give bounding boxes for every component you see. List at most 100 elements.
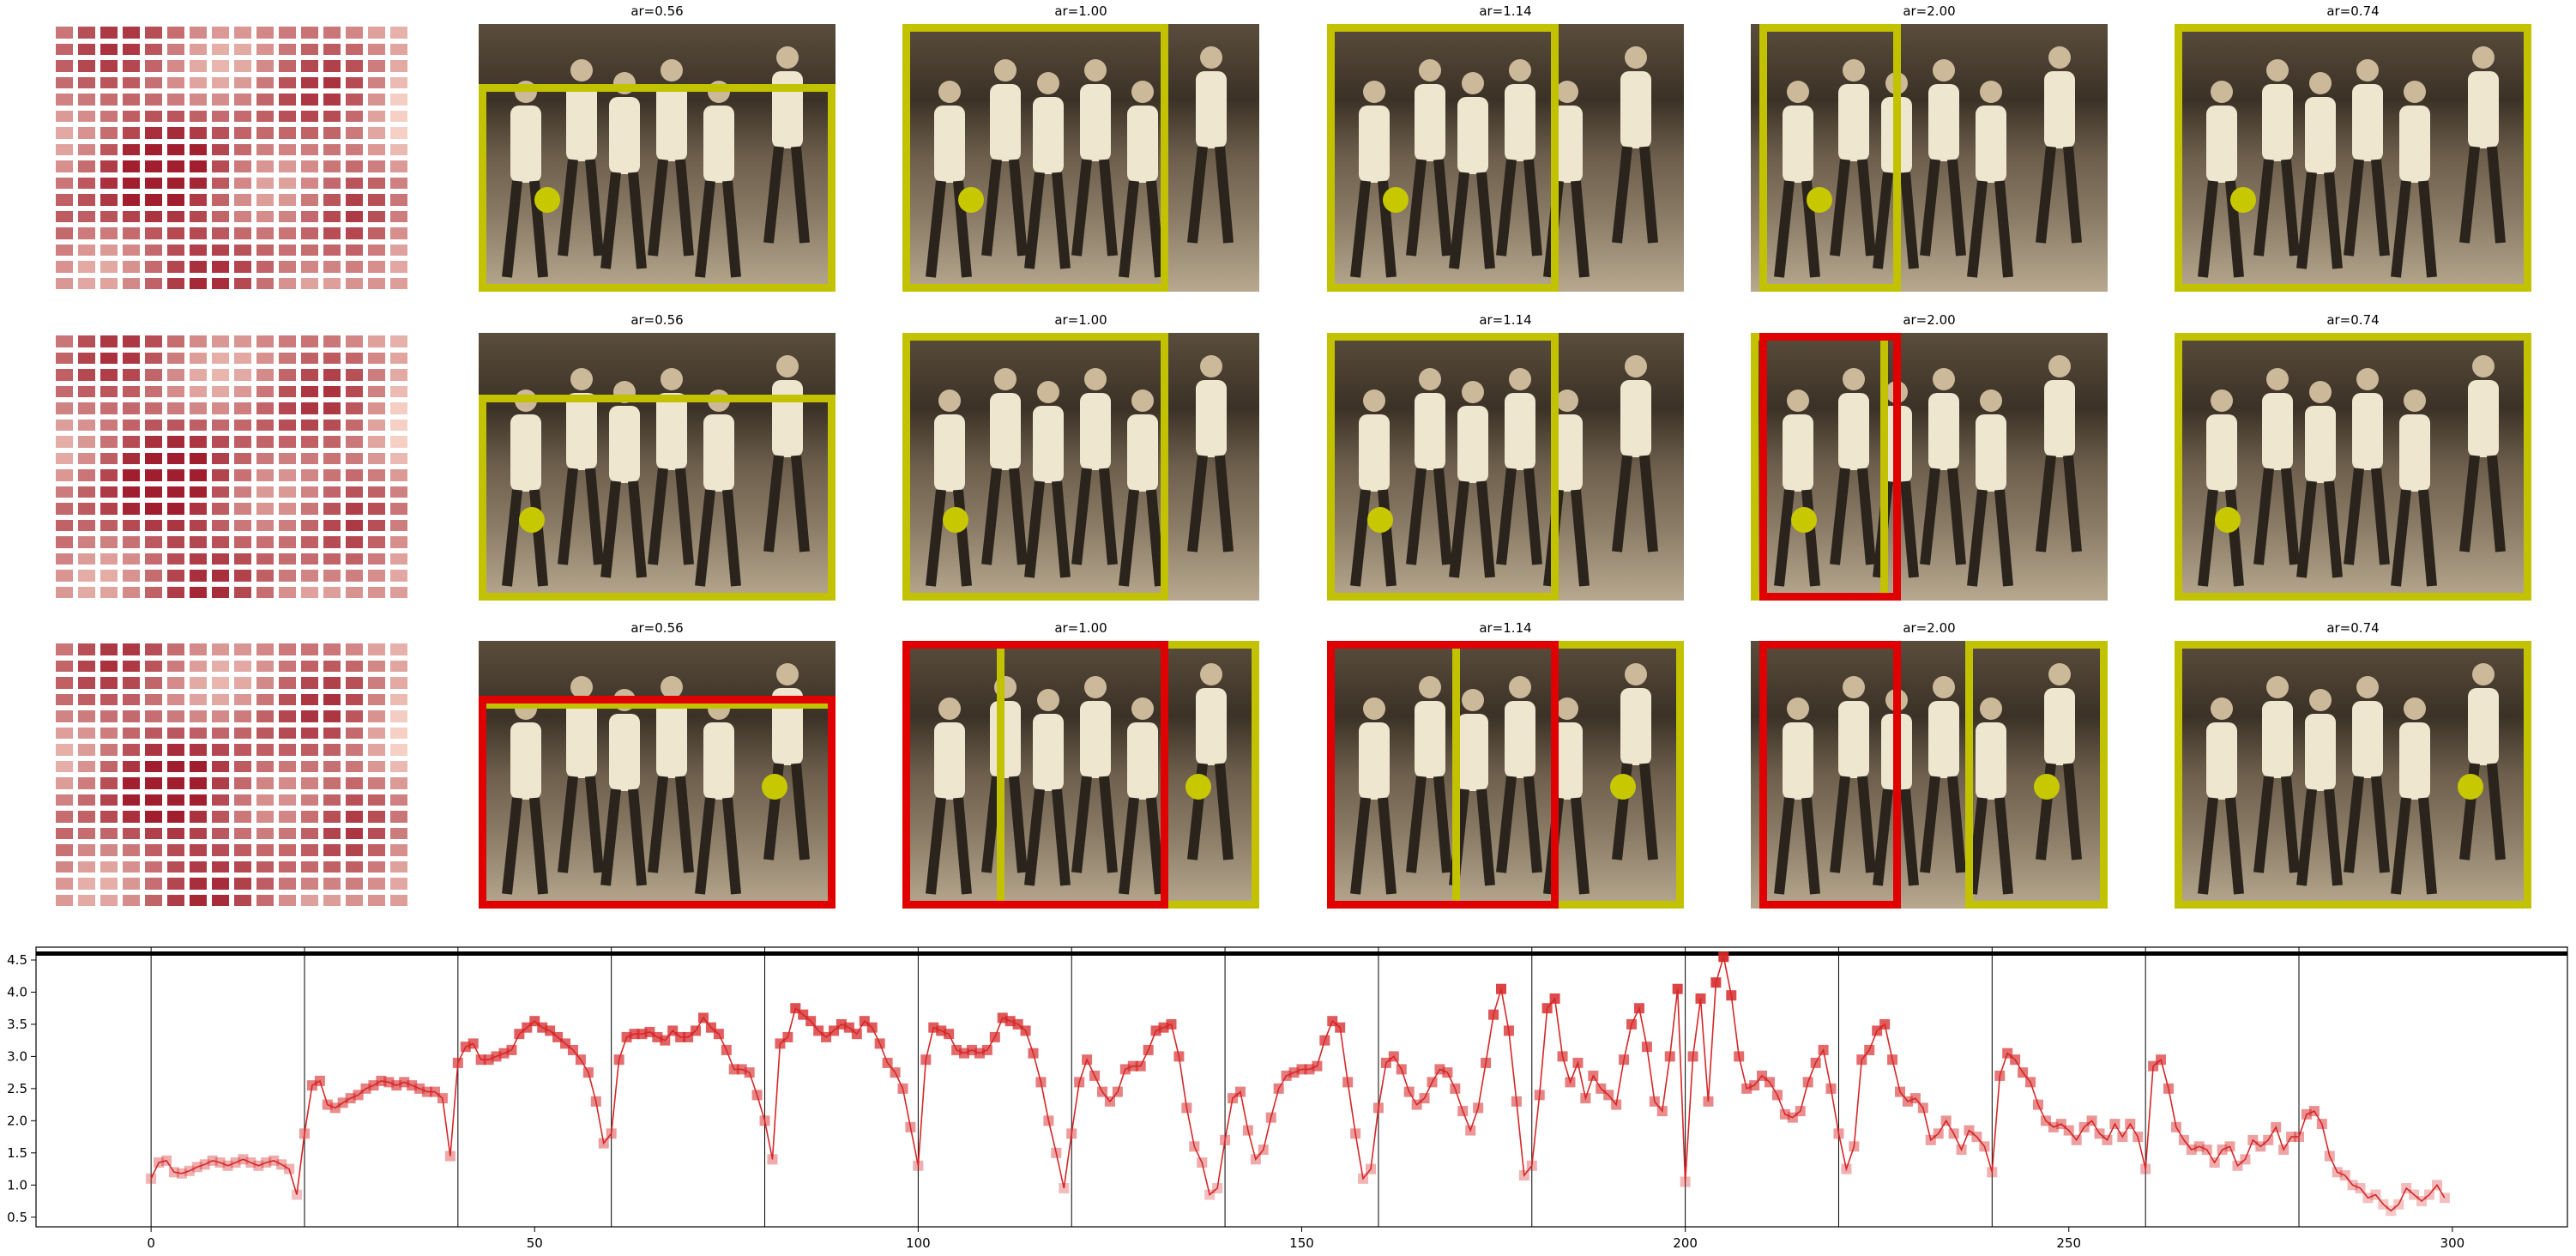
data-point-marker xyxy=(1358,1173,1369,1184)
heatmap-cell xyxy=(323,402,341,414)
heatmap-cell xyxy=(390,194,407,206)
heatmap-cell xyxy=(368,727,385,739)
heatmap-cell xyxy=(323,160,341,172)
player-body xyxy=(2352,393,2383,470)
data-point-marker xyxy=(214,1157,226,1168)
heatmap-cell xyxy=(167,469,184,481)
player-legs xyxy=(763,146,810,244)
heatmap-cell xyxy=(234,844,251,856)
data-point-marker xyxy=(168,1167,179,1178)
player-head xyxy=(1037,72,1059,94)
heatmap-cell xyxy=(256,436,274,448)
x-tick-label: 100 xyxy=(906,1235,931,1251)
heatmap-cell xyxy=(212,352,229,364)
heatmap-cell xyxy=(234,486,251,498)
heatmap-cell xyxy=(368,244,385,256)
heatmap-cell xyxy=(256,227,274,239)
data-point-marker xyxy=(691,1025,702,1036)
data-point-marker xyxy=(1979,1141,1990,1152)
volleyball-photo xyxy=(1751,24,2108,292)
panel-title: ar=0.74 xyxy=(2326,620,2380,636)
data-point-marker xyxy=(2109,1119,2121,1130)
heatmap-cell xyxy=(301,352,318,364)
data-point-marker xyxy=(660,1035,671,1046)
data-point-marker xyxy=(874,1038,885,1049)
heatmap-cell xyxy=(346,76,363,88)
heatmap-cell xyxy=(212,143,229,155)
heatmap-cell xyxy=(123,143,140,155)
heatmap-cell xyxy=(145,227,162,239)
heatmap-cell xyxy=(279,436,296,448)
player-legs xyxy=(1612,455,1658,553)
data-point-marker xyxy=(245,1157,256,1168)
heatmap-cell xyxy=(100,194,118,206)
heatmap-cell xyxy=(256,660,274,672)
data-point-marker xyxy=(1319,1035,1330,1046)
heatmap-cell xyxy=(301,570,318,582)
data-point-marker xyxy=(1066,1128,1077,1139)
data-point-marker xyxy=(2278,1144,2289,1156)
panel-title: ar=2.00 xyxy=(1903,620,1956,636)
heatmap-cell xyxy=(167,402,184,414)
heatmap-cell xyxy=(167,143,184,155)
data-point-marker xyxy=(284,1163,295,1174)
heatmap-cell xyxy=(323,27,341,39)
heatmap-cell xyxy=(256,519,274,531)
player-head xyxy=(1084,59,1107,82)
player-body xyxy=(1196,688,1227,765)
heatmap-cell xyxy=(234,335,251,347)
heatmap-cell xyxy=(256,777,274,789)
x-tick-label: 250 xyxy=(2056,1235,2081,1251)
data-point-marker xyxy=(1181,1102,1192,1114)
player-head xyxy=(1625,663,1647,685)
heatmap-cell xyxy=(323,127,341,139)
data-point-marker xyxy=(437,1093,448,1104)
data-point-marker xyxy=(1541,1003,1553,1014)
data-point-marker xyxy=(1166,1018,1177,1030)
data-point-marker xyxy=(1096,1086,1107,1097)
data-point-marker xyxy=(1234,1086,1246,1097)
heatmap-cell xyxy=(346,436,363,448)
heatmap-cell xyxy=(279,110,296,122)
player-legs xyxy=(1406,776,1452,873)
heatmap-cell xyxy=(390,586,407,598)
heatmap-cell xyxy=(145,452,162,464)
heatmap-cell xyxy=(100,519,118,531)
heatmap-cell xyxy=(212,710,229,722)
heatmap-cell xyxy=(145,727,162,739)
data-point-marker xyxy=(721,1044,732,1055)
heatmap-cell xyxy=(212,261,229,273)
heatmap-cell xyxy=(256,844,274,856)
heatmap-cell xyxy=(323,760,341,772)
heatmap-cell xyxy=(100,27,118,39)
data-point-marker xyxy=(897,1083,908,1094)
heatmap-cell xyxy=(212,727,229,739)
player-head xyxy=(2472,663,2495,685)
data-point-marker xyxy=(1841,1163,1852,1174)
heatmap-cell xyxy=(100,143,118,155)
heatmap-cell xyxy=(234,127,251,139)
player-legs xyxy=(1774,797,1820,895)
heatmap-cell xyxy=(323,844,341,856)
player-head xyxy=(1200,663,1222,685)
data-point-marker xyxy=(2048,1121,2059,1132)
heatmap-cell xyxy=(190,227,207,239)
data-point-marker xyxy=(2025,1077,2036,1088)
player-legs xyxy=(1920,776,1966,873)
heatmap-cell xyxy=(256,194,274,206)
player-body xyxy=(1033,406,1064,483)
player-legs xyxy=(1119,489,1165,587)
player-head xyxy=(1787,389,1809,412)
heatmap-cell xyxy=(78,503,95,515)
heatmap-cell xyxy=(123,76,140,88)
heatmap-cell xyxy=(390,369,407,381)
player-body xyxy=(2305,714,2336,791)
heatmap-cell xyxy=(212,744,229,756)
heatmap-cell xyxy=(167,553,184,565)
heatmap-cell xyxy=(100,794,118,806)
data-point-marker xyxy=(1749,1080,1760,1091)
data-point-marker xyxy=(1242,1125,1253,1136)
heatmap-cell xyxy=(234,710,251,722)
heatmap-cell xyxy=(323,261,341,273)
data-point-marker xyxy=(782,1031,793,1042)
